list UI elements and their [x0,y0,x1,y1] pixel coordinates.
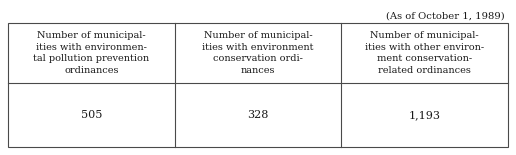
Text: Number of municipal-
ities with environment
conservation ordi-
nances: Number of municipal- ities with environm… [202,31,314,75]
Text: 505: 505 [80,110,102,120]
Text: Number of municipal-
ities with environmen-
tal pollution prevention
ordinances: Number of municipal- ities with environm… [33,31,150,75]
Bar [8,23,508,147]
Text: 328: 328 [247,110,269,120]
Text: (As of October 1, 1989): (As of October 1, 1989) [386,12,505,21]
Text: 1,193: 1,193 [409,110,441,120]
Text: Number of municipal-
ities with other environ-
ment conservation-
related ordina: Number of municipal- ities with other en… [365,31,484,75]
